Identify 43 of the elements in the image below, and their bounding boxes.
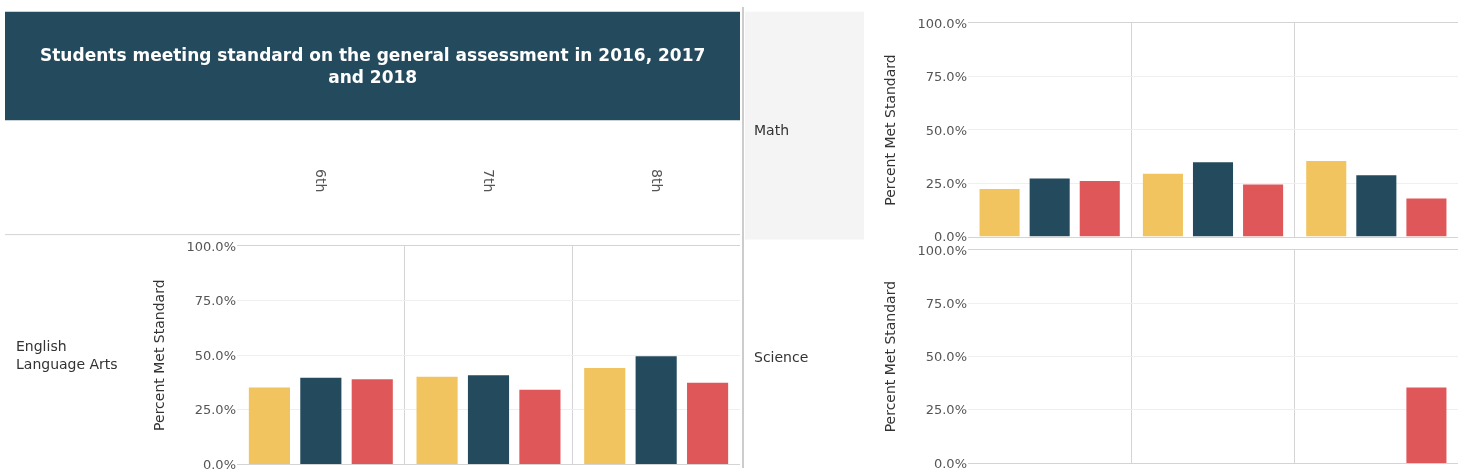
y-tick-label: 100.0% <box>917 16 967 32</box>
chart-title: Students meeting standard on the general assessment in 2016, 2017 and 2018 <box>40 45 706 88</box>
bar <box>1306 160 1347 237</box>
bar <box>1142 173 1183 237</box>
bar <box>1192 162 1234 237</box>
y-tick-label: 0.0% <box>933 229 967 245</box>
y-axis-title: Percent Met Standard <box>151 279 168 431</box>
y-tick-label: 75.0% <box>194 293 236 309</box>
x-tick-label: 6th <box>313 169 330 193</box>
y-tick-label: 50.0% <box>925 349 967 365</box>
bar <box>979 189 1020 237</box>
y-axis-title: Percent Met Standard <box>882 280 899 433</box>
bar <box>300 377 342 465</box>
text: English Language Arts <box>16 338 118 373</box>
y-tick-label: 25.0% <box>925 402 967 418</box>
y-tick-label: 50.0% <box>194 347 236 363</box>
bar <box>1243 184 1284 237</box>
bar <box>584 368 626 465</box>
y-tick-label: 25.0% <box>925 175 967 191</box>
x-tick-label: 7th <box>480 169 497 193</box>
bar <box>1356 175 1397 237</box>
y-tick-label: 100.0% <box>917 242 967 258</box>
y-tick-label: 25.0% <box>194 402 236 418</box>
text: Math <box>754 122 790 138</box>
bar <box>416 376 458 465</box>
bar <box>1406 198 1447 237</box>
y-tick-label: 100.0% <box>186 238 236 254</box>
bar <box>1029 178 1070 237</box>
y-tick-label: 0.0% <box>202 456 236 472</box>
bar <box>467 375 510 465</box>
bar <box>635 356 677 465</box>
y-tick-label: 50.0% <box>925 122 967 138</box>
x-tick-label: 8th <box>648 169 665 193</box>
y-tick-label: 0.0% <box>933 455 967 471</box>
bar <box>519 389 561 465</box>
bar <box>351 379 393 465</box>
bar <box>1079 180 1120 237</box>
y-tick-label: 75.0% <box>925 69 967 85</box>
text: Science <box>754 349 809 365</box>
y-axis-title: Percent Met Standard <box>882 54 899 206</box>
bar <box>687 382 729 465</box>
y-tick-label: 75.0% <box>925 295 967 311</box>
bar <box>248 387 290 465</box>
